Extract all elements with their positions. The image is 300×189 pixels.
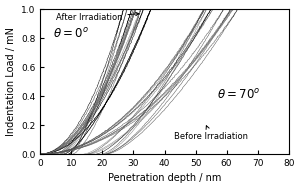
Y-axis label: Indentation Load / mN: Indentation Load / mN — [6, 27, 16, 136]
Text: $\theta = 70^o$: $\theta = 70^o$ — [217, 88, 261, 102]
Text: Before Irradiation: Before Irradiation — [174, 126, 248, 141]
Text: $\theta = 0^o$: $\theta = 0^o$ — [53, 27, 88, 41]
Text: After Irradiation: After Irradiation — [56, 12, 139, 22]
X-axis label: Penetration depth / nm: Penetration depth / nm — [108, 174, 221, 184]
